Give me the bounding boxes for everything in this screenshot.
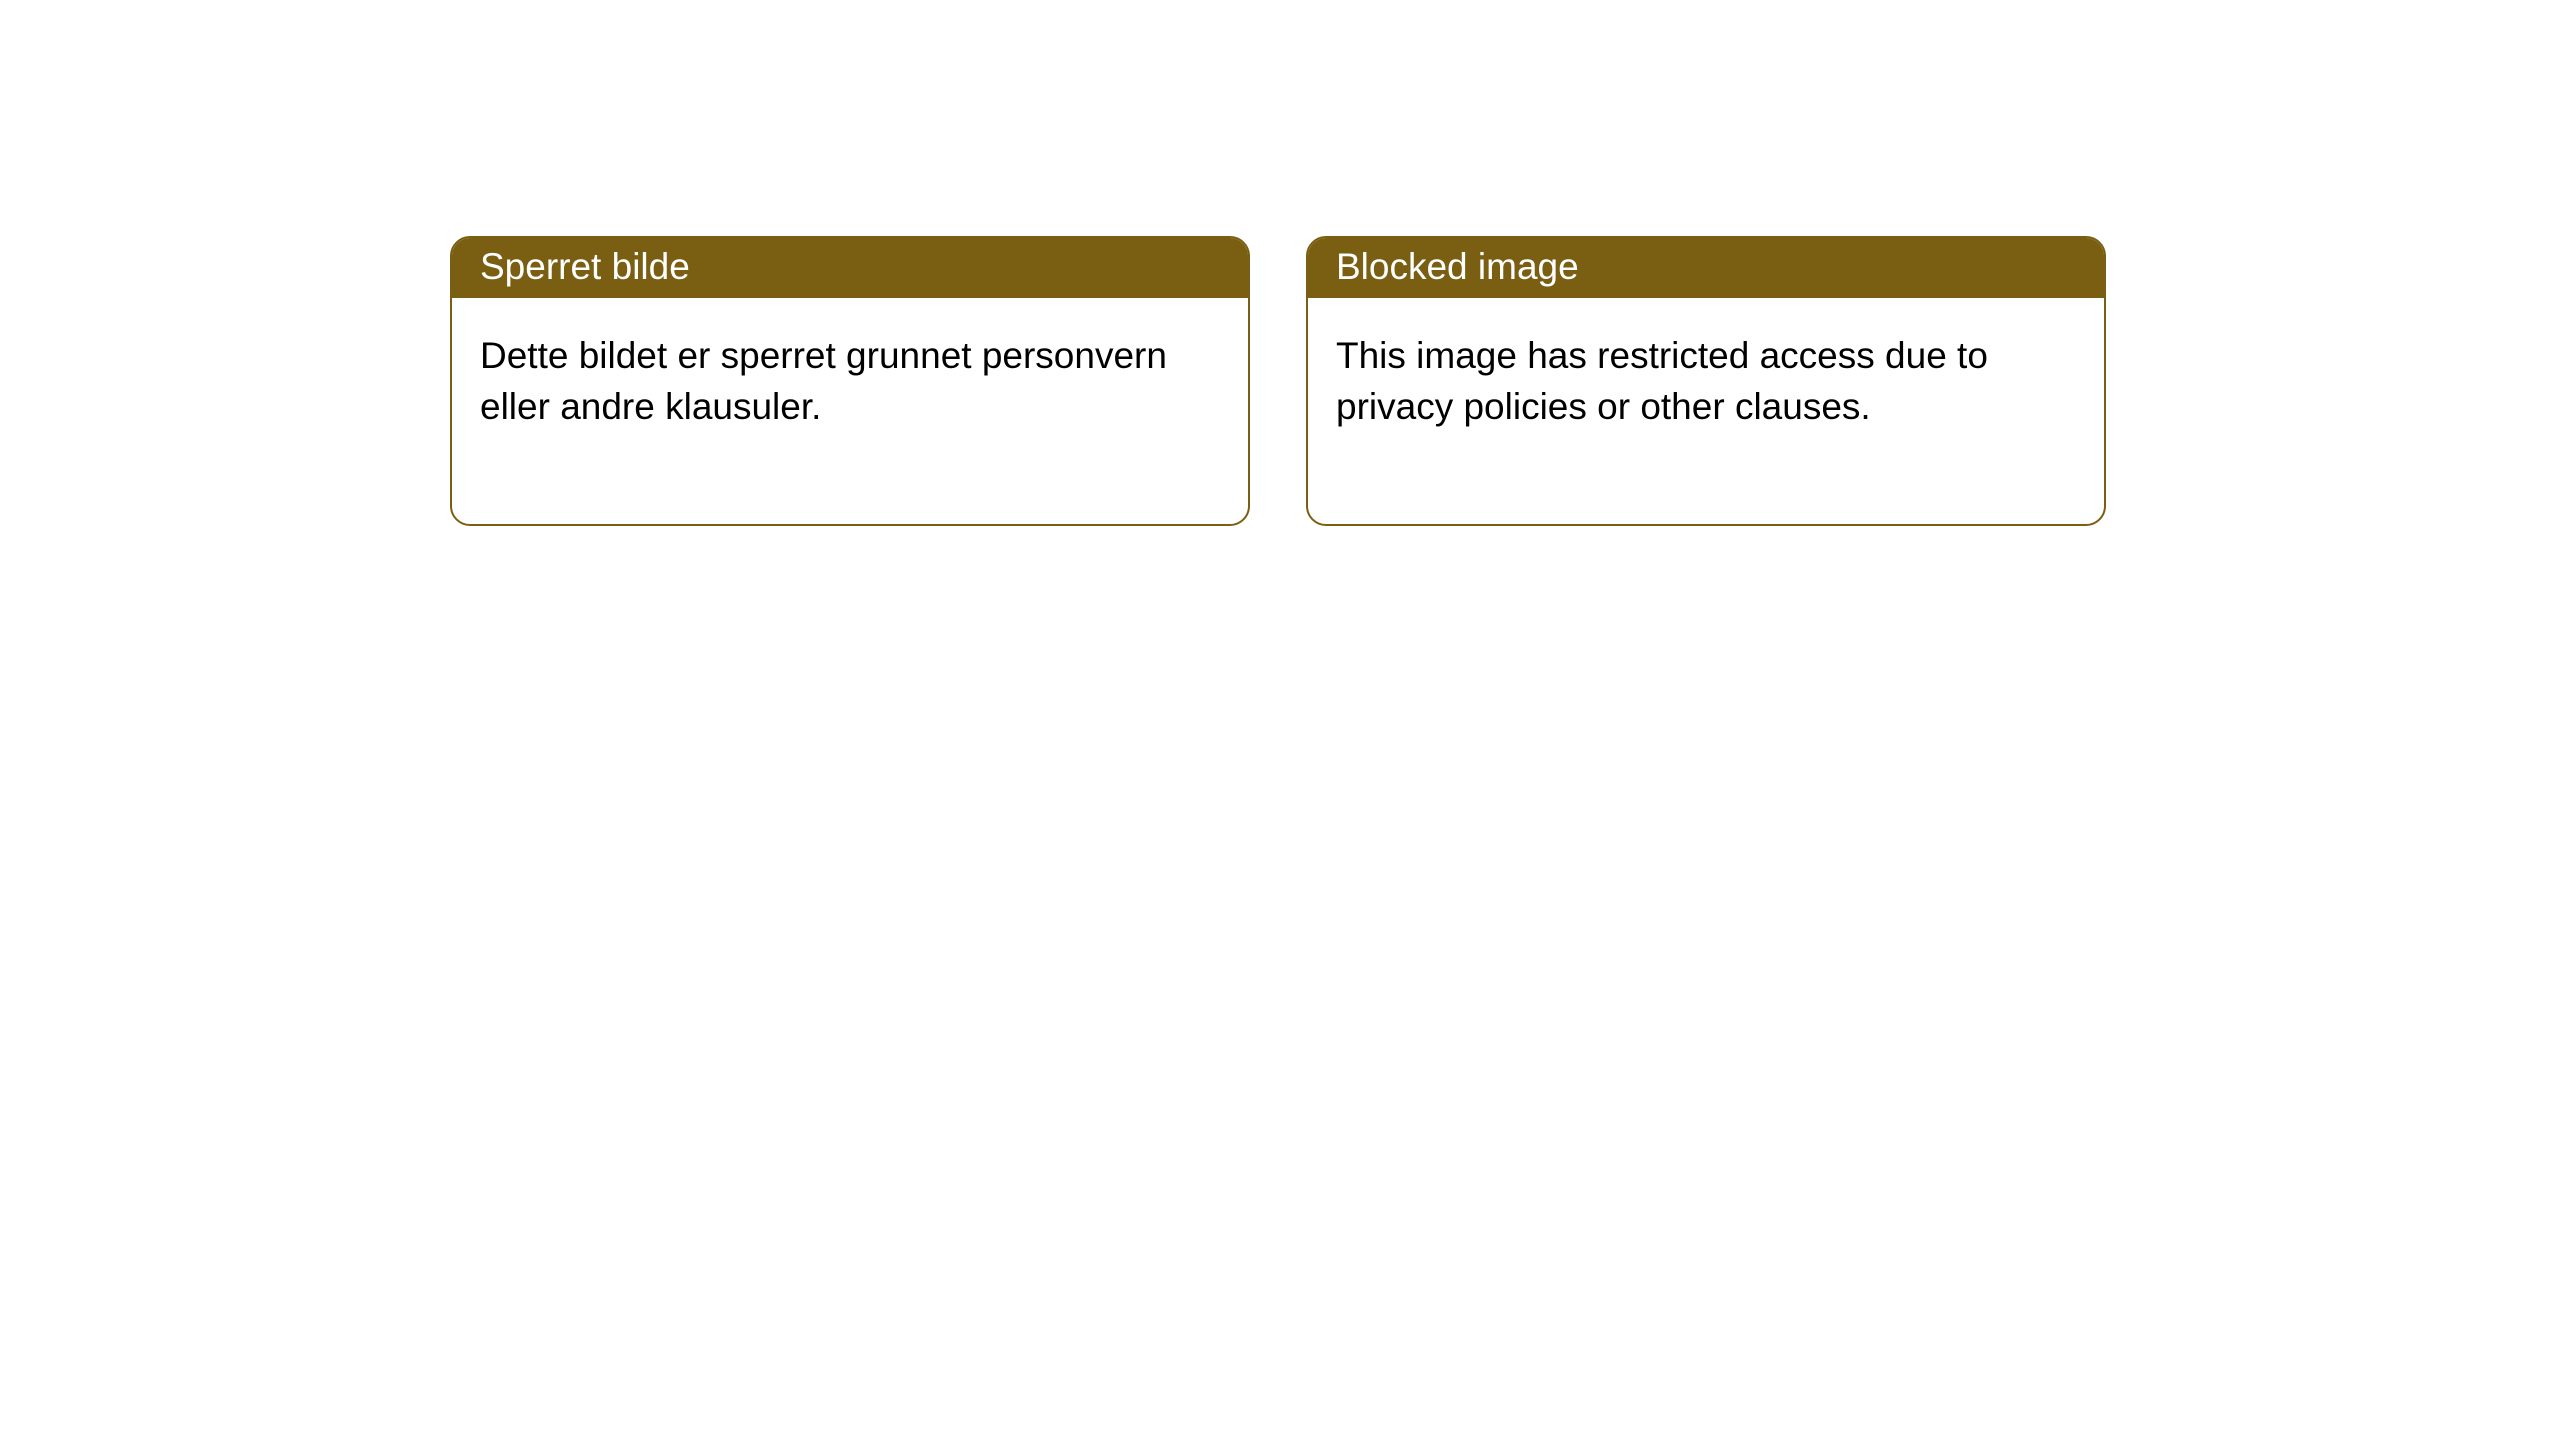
notice-header: Blocked image: [1308, 238, 2104, 298]
notice-card-norwegian: Sperret bilde Dette bildet er sperret gr…: [450, 236, 1250, 526]
notice-card-english: Blocked image This image has restricted …: [1306, 236, 2106, 526]
notice-body: This image has restricted access due to …: [1308, 298, 2104, 524]
notice-container: Sperret bilde Dette bildet er sperret gr…: [0, 0, 2560, 526]
notice-header: Sperret bilde: [452, 238, 1248, 298]
notice-body: Dette bildet er sperret grunnet personve…: [452, 298, 1248, 524]
